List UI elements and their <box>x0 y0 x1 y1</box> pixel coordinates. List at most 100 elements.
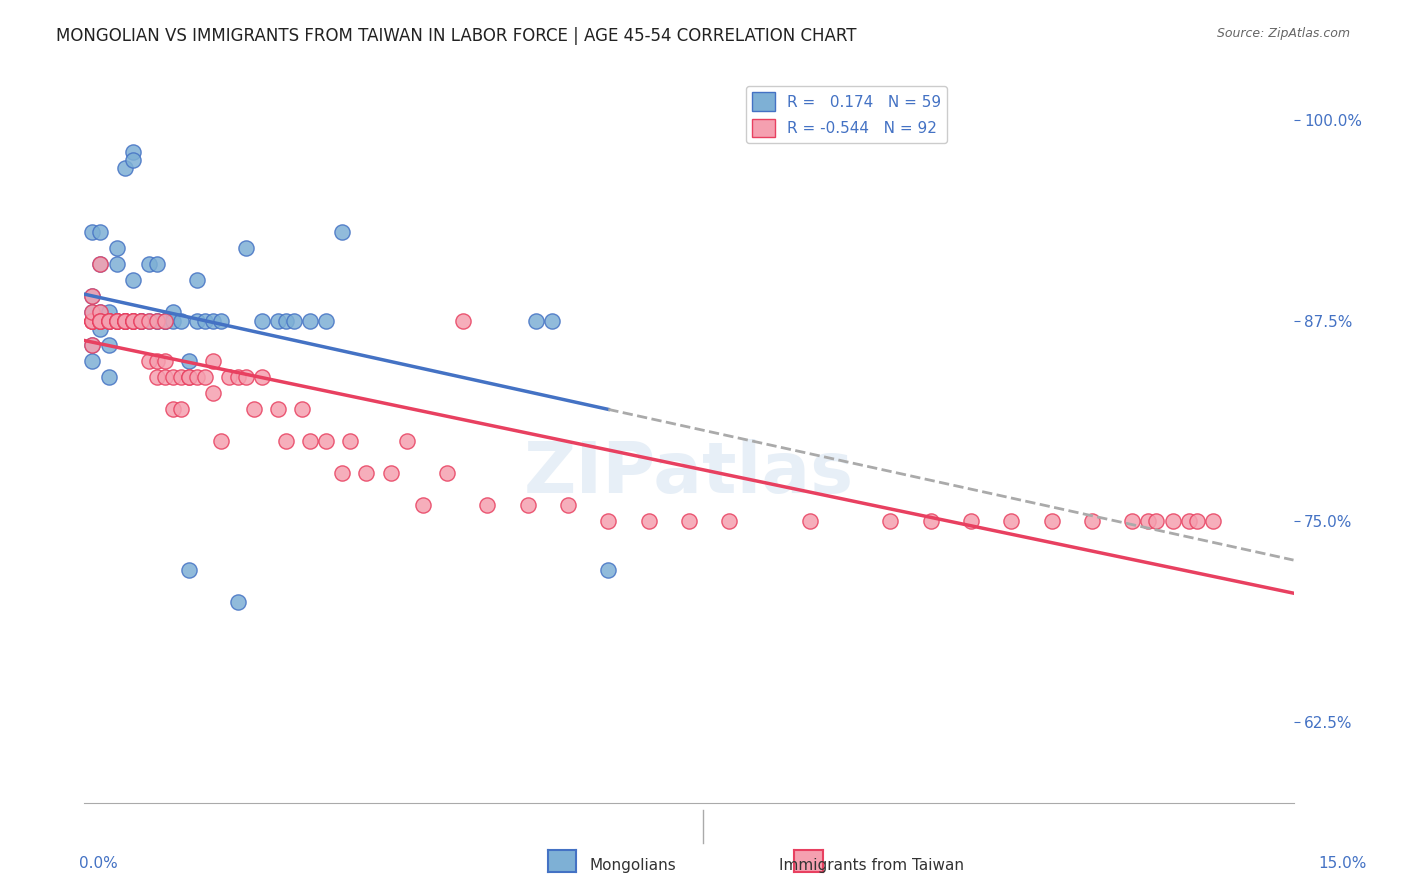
Point <box>162 313 184 327</box>
Point <box>267 313 290 327</box>
Text: Immigrants from Taiwan: Immigrants from Taiwan <box>779 858 965 873</box>
Point <box>82 305 104 319</box>
Point <box>477 499 499 513</box>
Point <box>799 515 821 529</box>
Point <box>153 353 176 368</box>
Point <box>82 313 104 327</box>
Point <box>121 313 143 327</box>
Point <box>146 353 169 368</box>
Point <box>105 313 128 327</box>
Point <box>97 337 120 351</box>
Point <box>138 353 160 368</box>
Point <box>179 563 201 577</box>
Point <box>146 257 169 271</box>
Point <box>1121 515 1143 529</box>
Point <box>330 467 353 481</box>
Point <box>89 305 111 319</box>
Point <box>89 257 111 271</box>
Point <box>153 313 176 327</box>
Point <box>170 369 193 384</box>
Point <box>89 321 111 335</box>
Point <box>1161 515 1184 529</box>
Point <box>242 401 264 416</box>
Point <box>121 313 143 327</box>
Text: Source: ZipAtlas.com: Source: ZipAtlas.com <box>1216 27 1350 40</box>
Point <box>114 313 136 327</box>
Text: ZIPatlas: ZIPatlas <box>524 439 853 508</box>
Legend: R =   0.174   N = 59, R = -0.544   N = 92: R = 0.174 N = 59, R = -0.544 N = 92 <box>745 87 948 144</box>
Point <box>129 313 152 327</box>
Point <box>557 499 579 513</box>
Point <box>82 353 104 368</box>
Point <box>82 305 104 319</box>
Point <box>97 313 120 327</box>
Point <box>218 369 240 384</box>
Point <box>274 434 297 449</box>
Point <box>97 305 120 319</box>
Point <box>1185 515 1208 529</box>
Point <box>153 313 176 327</box>
Text: Mongolians: Mongolians <box>589 858 676 873</box>
Point <box>330 225 353 239</box>
Point <box>153 313 176 327</box>
Point <box>356 467 378 481</box>
Point <box>89 313 111 327</box>
Point <box>598 563 620 577</box>
Point <box>89 313 111 327</box>
Point <box>1177 515 1199 529</box>
Point <box>121 145 143 159</box>
Point <box>194 313 217 327</box>
Point <box>920 515 942 529</box>
Point <box>524 313 547 327</box>
Point <box>412 499 434 513</box>
Point <box>82 225 104 239</box>
Point <box>114 161 136 175</box>
Point <box>226 369 249 384</box>
Point <box>202 353 225 368</box>
Point <box>1137 515 1160 529</box>
Point <box>209 313 232 327</box>
Point <box>82 337 104 351</box>
Point <box>121 313 143 327</box>
Point <box>114 313 136 327</box>
Point <box>235 369 257 384</box>
Point <box>89 313 111 327</box>
Point <box>82 313 104 327</box>
Point <box>121 273 143 287</box>
Point <box>202 313 225 327</box>
Point <box>97 313 120 327</box>
Point <box>162 369 184 384</box>
Point <box>1040 515 1063 529</box>
Point <box>114 313 136 327</box>
Point <box>250 369 273 384</box>
Point <box>274 313 297 327</box>
Point <box>89 225 111 239</box>
Point <box>97 369 120 384</box>
Point <box>114 313 136 327</box>
Point <box>1081 515 1104 529</box>
Point <box>637 515 659 529</box>
Point <box>162 305 184 319</box>
Point <box>89 313 111 327</box>
Point <box>153 313 176 327</box>
Point <box>146 313 169 327</box>
Point <box>395 434 418 449</box>
Point <box>105 241 128 255</box>
Point <box>82 313 104 327</box>
Point <box>299 434 322 449</box>
Point <box>436 467 458 481</box>
Point <box>89 313 111 327</box>
Point <box>186 313 208 327</box>
Point <box>170 313 193 327</box>
Point <box>250 313 273 327</box>
Point <box>267 401 290 416</box>
Point <box>105 313 128 327</box>
Point <box>138 313 160 327</box>
Point <box>121 313 143 327</box>
Point <box>129 313 152 327</box>
Point <box>105 313 128 327</box>
Point <box>186 369 208 384</box>
Point <box>89 313 111 327</box>
Point <box>162 401 184 416</box>
Point <box>235 241 257 255</box>
